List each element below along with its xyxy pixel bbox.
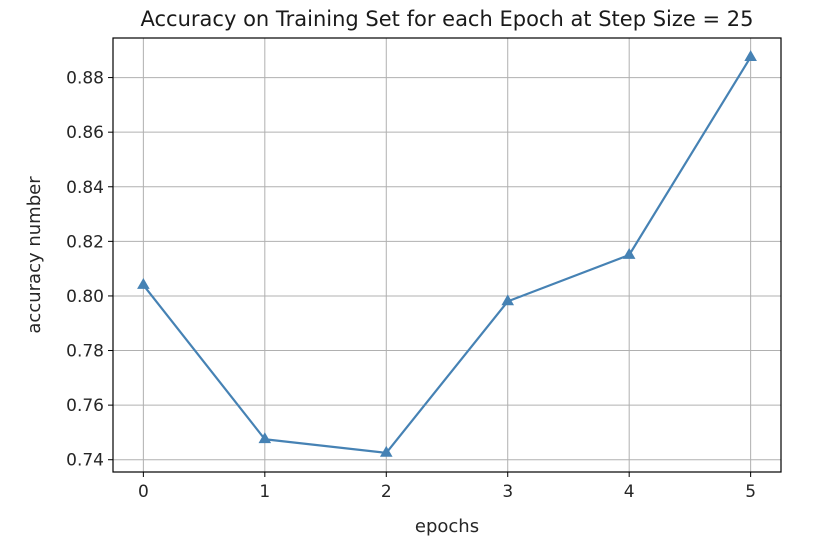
data-point-marker bbox=[744, 50, 757, 61]
tick-labels: 0 1 2 3 4 5 0.74 0.76 0.78 0.80 0.82 0.84 0.86 0.88 bbox=[66, 69, 756, 502]
series-line bbox=[142, 56, 752, 454]
x-axis-title: epochs bbox=[415, 516, 479, 537]
data-point-marker bbox=[622, 248, 636, 259]
chart-title: Accuracy on Training Set for each Epoch … bbox=[141, 7, 754, 31]
x-tick-label: 5 bbox=[745, 482, 756, 502]
y-axis-title: accuracy number bbox=[24, 176, 45, 334]
x-tick-label: 4 bbox=[624, 482, 635, 502]
x-tick-label: 1 bbox=[259, 482, 270, 502]
y-tick-label: 0.76 bbox=[66, 396, 104, 416]
y-tick-label: 0.80 bbox=[66, 287, 104, 307]
data-point-marker bbox=[258, 432, 272, 444]
y-tick-label: 0.86 bbox=[66, 123, 104, 143]
series-group bbox=[137, 50, 757, 457]
plot-frame bbox=[112, 37, 782, 473]
grid-lines bbox=[113, 38, 781, 472]
data-point-marker bbox=[501, 294, 515, 306]
x-tick-label: 2 bbox=[381, 482, 392, 502]
y-tick-label: 0.74 bbox=[66, 451, 104, 471]
y-tick-label: 0.84 bbox=[66, 178, 104, 198]
y-tick-label: 0.78 bbox=[66, 342, 104, 362]
x-tick-label: 3 bbox=[502, 482, 513, 502]
data-point-marker bbox=[379, 445, 393, 457]
data-point-marker bbox=[137, 278, 150, 289]
x-tick-label: 0 bbox=[138, 482, 149, 502]
y-tick-label: 0.88 bbox=[66, 69, 104, 89]
y-tick-label: 0.82 bbox=[66, 232, 104, 252]
